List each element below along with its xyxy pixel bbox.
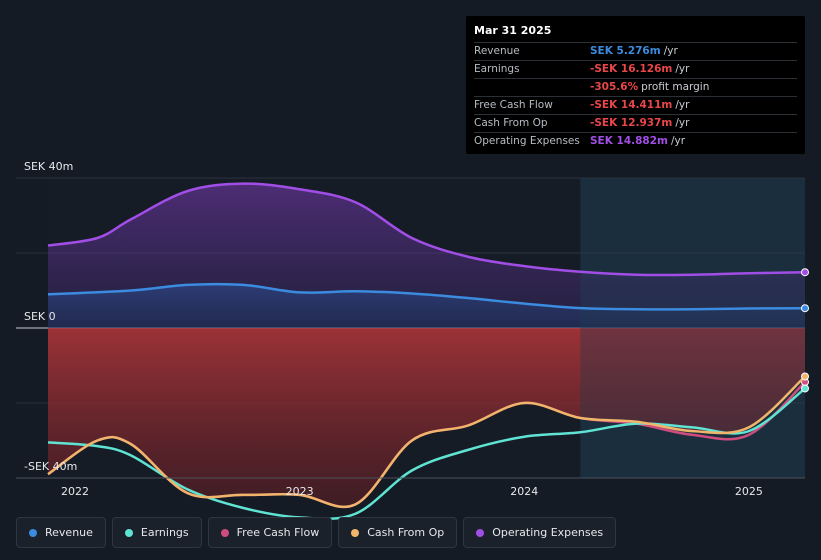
legend-dot-icon — [220, 528, 229, 537]
chart-legend: Revenue Earnings Free Cash Flow Cash From O… — [16, 517, 617, 548]
legend-label: Operating Expenses — [492, 526, 604, 539]
legend-item-free-cash-flow[interactable]: Free Cash Flow — [207, 517, 333, 548]
series-endpoint-cash-from-op — [801, 372, 809, 381]
tooltip-row-value: SEK 5.276m — [590, 45, 661, 57]
legend-dot-icon — [29, 528, 37, 537]
tooltip-row-unit: /yr — [663, 45, 678, 57]
legend-dot-icon — [124, 528, 133, 537]
series-line-operating-expenses — [47, 182, 806, 277]
negative-area — [48, 328, 805, 507]
tooltip-row: -305.6% profit margin — [474, 78, 797, 96]
tooltip-row-unit: profit margin — [641, 81, 710, 93]
tooltip-row-unit: /yr — [675, 99, 690, 111]
legend-item-cash-from-op[interactable]: Cash From Op — [338, 517, 458, 548]
data-tooltip: Mar 31 2025 Revenue SEK 5.276m/yr Earnings… — [466, 16, 805, 154]
tooltip-row-label: Revenue — [474, 45, 520, 57]
revenue-area — [48, 284, 805, 328]
tooltip-row-value: -SEK 14.411m — [590, 99, 673, 111]
series-endpoint-revenue — [801, 304, 809, 313]
tooltip-row-label: Operating Expenses — [474, 135, 580, 147]
series-line-revenue — [47, 282, 806, 311]
tooltip-date: Mar 31 2025 — [474, 24, 552, 37]
legend-dot-icon — [476, 528, 485, 537]
tooltip-row: Free Cash Flow -SEK 14.411m/yr — [474, 96, 797, 114]
y-axis-label: -SEK 40m — [24, 460, 77, 473]
tooltip-row-value: -SEK 12.937m — [590, 117, 673, 129]
tooltip-row: Operating Expenses SEK 14.882m/yr — [474, 132, 797, 150]
tooltip-row: Cash From Op -SEK 12.937m/yr — [474, 114, 797, 132]
series-line-cash-from-op — [47, 375, 806, 509]
series-line-earnings — [47, 387, 806, 521]
tooltip-row: Revenue SEK 5.276m/yr — [474, 42, 797, 60]
tooltip-row-unit: /yr — [671, 135, 686, 147]
legend-label: Cash From Op — [367, 526, 445, 539]
legend-item-earnings[interactable]: Earnings — [111, 517, 202, 548]
x-axis-label: 2025 — [735, 485, 763, 498]
x-axis-label: 2022 — [61, 485, 89, 498]
tooltip-row: Earnings -SEK 16.126m/yr — [474, 60, 797, 78]
x-axis-label: 2023 — [286, 485, 314, 498]
legend-item-operating-expenses[interactable]: Operating Expenses — [463, 517, 617, 548]
legend-item-revenue[interactable]: Revenue — [16, 517, 106, 548]
y-axis-label: SEK 0 — [24, 310, 56, 323]
tooltip-row-label: Cash From Op — [474, 117, 548, 129]
x-axis-label: 2024 — [510, 485, 538, 498]
series-endpoint-earnings — [801, 384, 809, 393]
tooltip-row-unit: /yr — [675, 63, 690, 75]
tooltip-row-label: Earnings — [474, 63, 520, 75]
tooltip-row-unit: /yr — [675, 117, 690, 129]
legend-label: Free Cash Flow — [236, 526, 320, 539]
legend-label: Revenue — [45, 526, 93, 539]
legend-dot-icon — [351, 528, 360, 537]
series-endpoint-operating-expenses — [801, 268, 809, 277]
tooltip-row-value: SEK 14.882m — [590, 135, 668, 147]
y-axis-label: SEK 40m — [24, 160, 73, 173]
tooltip-row-value: -305.6% — [590, 81, 639, 93]
tooltip-row-label: Free Cash Flow — [474, 99, 553, 111]
tooltip-row-label — [474, 79, 590, 96]
forecast-overlay — [580, 178, 805, 478]
tooltip-row-value: -SEK 16.126m — [590, 63, 673, 75]
legend-label: Earnings — [140, 526, 189, 539]
